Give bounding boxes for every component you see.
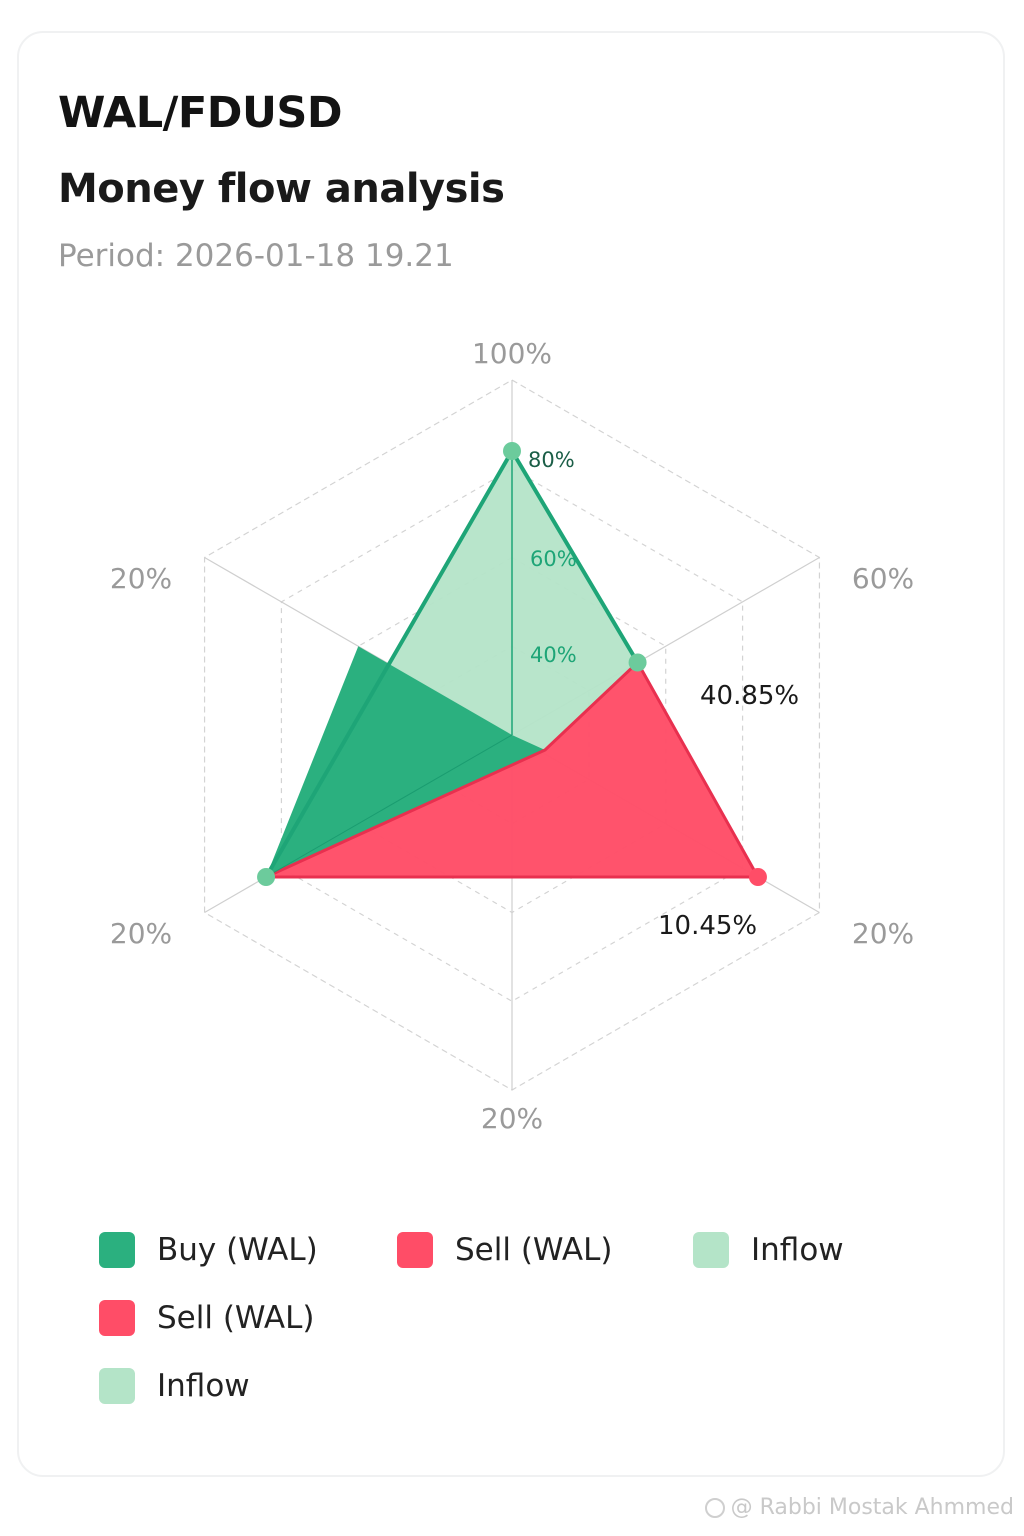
- axis-label-5: 20%: [110, 917, 172, 950]
- watermark-text: @ Rabbi Mostak Ahmmed: [730, 1495, 1014, 1520]
- series-buy-area: [266, 646, 545, 877]
- legend-swatch-buy: [99, 1232, 135, 1268]
- period-label: Period: 2026-01-18 19.21: [58, 238, 454, 274]
- legend-label-inflow: Inflow: [751, 1232, 844, 1268]
- legend-swatch-sell: [397, 1232, 433, 1268]
- watermark: @ Rabbi Mostak Ahmmed: [704, 1495, 1014, 1520]
- inner-spoke-left: [265, 734, 513, 878]
- legend-swatch-inflow: [693, 1232, 729, 1268]
- ring-label-40: 40%: [530, 643, 577, 667]
- axis-label-1: 100%: [472, 337, 552, 370]
- legend-label-inflow-2: Inflow: [157, 1368, 250, 1404]
- legend-item-sell-2: Sell (WAL): [99, 1300, 314, 1336]
- axis-label-6: 20%: [110, 562, 172, 595]
- point-top: [503, 442, 521, 460]
- chart-title: Money flow analysis: [58, 166, 505, 212]
- legend-label-buy: Buy (WAL): [157, 1232, 318, 1268]
- ring-label-60: 60%: [530, 547, 577, 571]
- legend-swatch-inflow-2: [99, 1368, 135, 1404]
- axis-label-4: 20%: [481, 1102, 543, 1135]
- pair-title: WAL/FDUSD: [58, 88, 343, 138]
- legend-item-inflow: Inflow: [693, 1232, 844, 1268]
- ring-label-80: 80%: [528, 448, 575, 472]
- legend-swatch-sell-2: [99, 1300, 135, 1336]
- legend-item-buy: Buy (WAL): [99, 1232, 318, 1268]
- point-right-lower: [748, 868, 767, 886]
- legend-label-sell-2: Sell (WAL): [157, 1300, 315, 1336]
- axis-label-2: 60%: [852, 562, 914, 595]
- point-label-10-45: 10.45%: [658, 911, 757, 941]
- legend-label-sell: Sell (WAL): [455, 1232, 613, 1268]
- legend-item-inflow-2: Inflow: [99, 1368, 250, 1404]
- legend-item-sell: Sell (WAL): [397, 1232, 612, 1268]
- series-inflow-area: [389, 451, 638, 771]
- watermark-logo-icon: [704, 1497, 725, 1518]
- axis-label-3: 20%: [852, 917, 914, 950]
- point-left-lower: [257, 868, 276, 886]
- point-right-upper: [628, 653, 647, 672]
- point-label-40-85: 40.85%: [700, 681, 799, 711]
